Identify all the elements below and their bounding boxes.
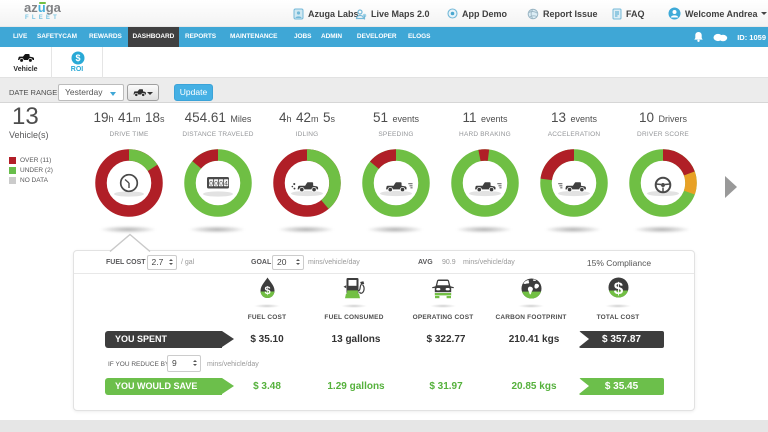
svg-text:$: $	[614, 279, 624, 298]
svg-text:0: 0	[214, 180, 218, 187]
svg-text:$: $	[75, 53, 80, 63]
svg-text:$: $	[264, 285, 270, 297]
svg-text:0: 0	[209, 180, 213, 187]
svg-text:4: 4	[224, 180, 228, 187]
svg-text:0: 0	[219, 180, 223, 187]
